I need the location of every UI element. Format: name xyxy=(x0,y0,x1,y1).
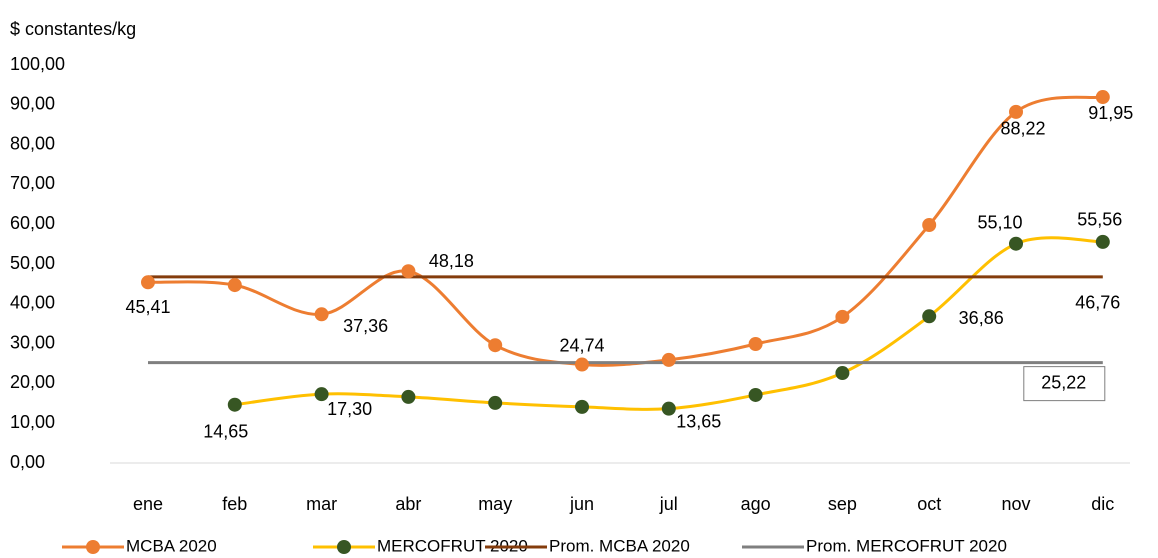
marker xyxy=(661,352,676,367)
x-tick-label: feb xyxy=(222,494,247,514)
data-label: 55,10 xyxy=(977,212,1022,232)
marker xyxy=(401,389,416,404)
legend-marker xyxy=(337,540,351,554)
label-box xyxy=(1023,366,1106,402)
marker xyxy=(401,264,416,279)
marker xyxy=(835,309,850,324)
data-label: 91,95 xyxy=(1088,103,1133,123)
marker xyxy=(748,387,763,402)
y-tick-label: 20,00 xyxy=(10,372,55,392)
legend-label: MERCOFRUT 2020 xyxy=(377,536,528,555)
marker xyxy=(488,395,503,410)
y-axis-title: $ constantes/kg xyxy=(10,19,136,39)
data-label: 45,41 xyxy=(125,297,170,317)
x-tick-label: jun xyxy=(569,494,594,514)
marker xyxy=(1009,104,1023,119)
marker xyxy=(575,357,589,372)
marker xyxy=(575,399,589,414)
x-tick-label: jul xyxy=(659,494,678,514)
marker xyxy=(227,397,242,412)
y-tick-label: 70,00 xyxy=(10,173,55,193)
x-tick-label: abr xyxy=(395,494,421,514)
data-label: 55,56 xyxy=(1077,210,1122,230)
marker xyxy=(314,387,329,402)
marker xyxy=(661,401,676,416)
marker xyxy=(488,338,503,353)
y-tick-label: 80,00 xyxy=(10,133,55,153)
x-tick-label: may xyxy=(478,494,512,514)
y-tick-label: 90,00 xyxy=(10,94,55,114)
data-label: 14,65 xyxy=(203,421,248,441)
marker xyxy=(227,278,242,293)
x-tick-label: dic xyxy=(1091,494,1114,514)
legend-marker xyxy=(86,540,100,554)
data-label: 48,18 xyxy=(429,251,474,271)
x-tick-label: sep xyxy=(828,494,857,514)
marker xyxy=(835,366,850,381)
marker xyxy=(748,336,763,351)
x-tick-label: nov xyxy=(1001,494,1030,514)
y-tick-label: 100,00 xyxy=(10,54,65,74)
y-tick-label: 10,00 xyxy=(10,412,55,432)
marker xyxy=(1095,234,1110,249)
marker xyxy=(922,217,937,232)
data-label: 46,76 xyxy=(1075,293,1120,313)
legend-label: MCBA 2020 xyxy=(126,536,217,555)
data-label: 88,22 xyxy=(1000,119,1045,139)
marker xyxy=(922,309,937,324)
marker xyxy=(141,275,155,290)
x-tick-label: oct xyxy=(917,494,941,514)
data-label: 25,22 xyxy=(1041,372,1086,392)
legend-label: Prom. MCBA 2020 xyxy=(549,536,690,555)
y-tick-label: 0,00 xyxy=(10,452,45,472)
y-tick-label: 50,00 xyxy=(10,253,55,273)
x-tick-label: mar xyxy=(306,494,337,514)
data-label: 17,30 xyxy=(327,399,372,419)
data-label: 13,65 xyxy=(676,411,721,431)
y-tick-label: 40,00 xyxy=(10,293,55,313)
y-tick-label: 60,00 xyxy=(10,213,55,233)
x-tick-label: ago xyxy=(741,494,771,514)
legend-label: Prom. MERCOFRUT 2020 xyxy=(806,536,1007,555)
y-tick-label: 30,00 xyxy=(10,332,55,352)
data-label: 36,86 xyxy=(959,308,1004,328)
marker xyxy=(1095,90,1110,105)
x-tick-label: ene xyxy=(133,494,163,514)
marker xyxy=(1009,236,1023,251)
data-label: 24,74 xyxy=(559,335,604,355)
marker xyxy=(314,307,329,322)
data-label: 37,36 xyxy=(343,316,388,336)
